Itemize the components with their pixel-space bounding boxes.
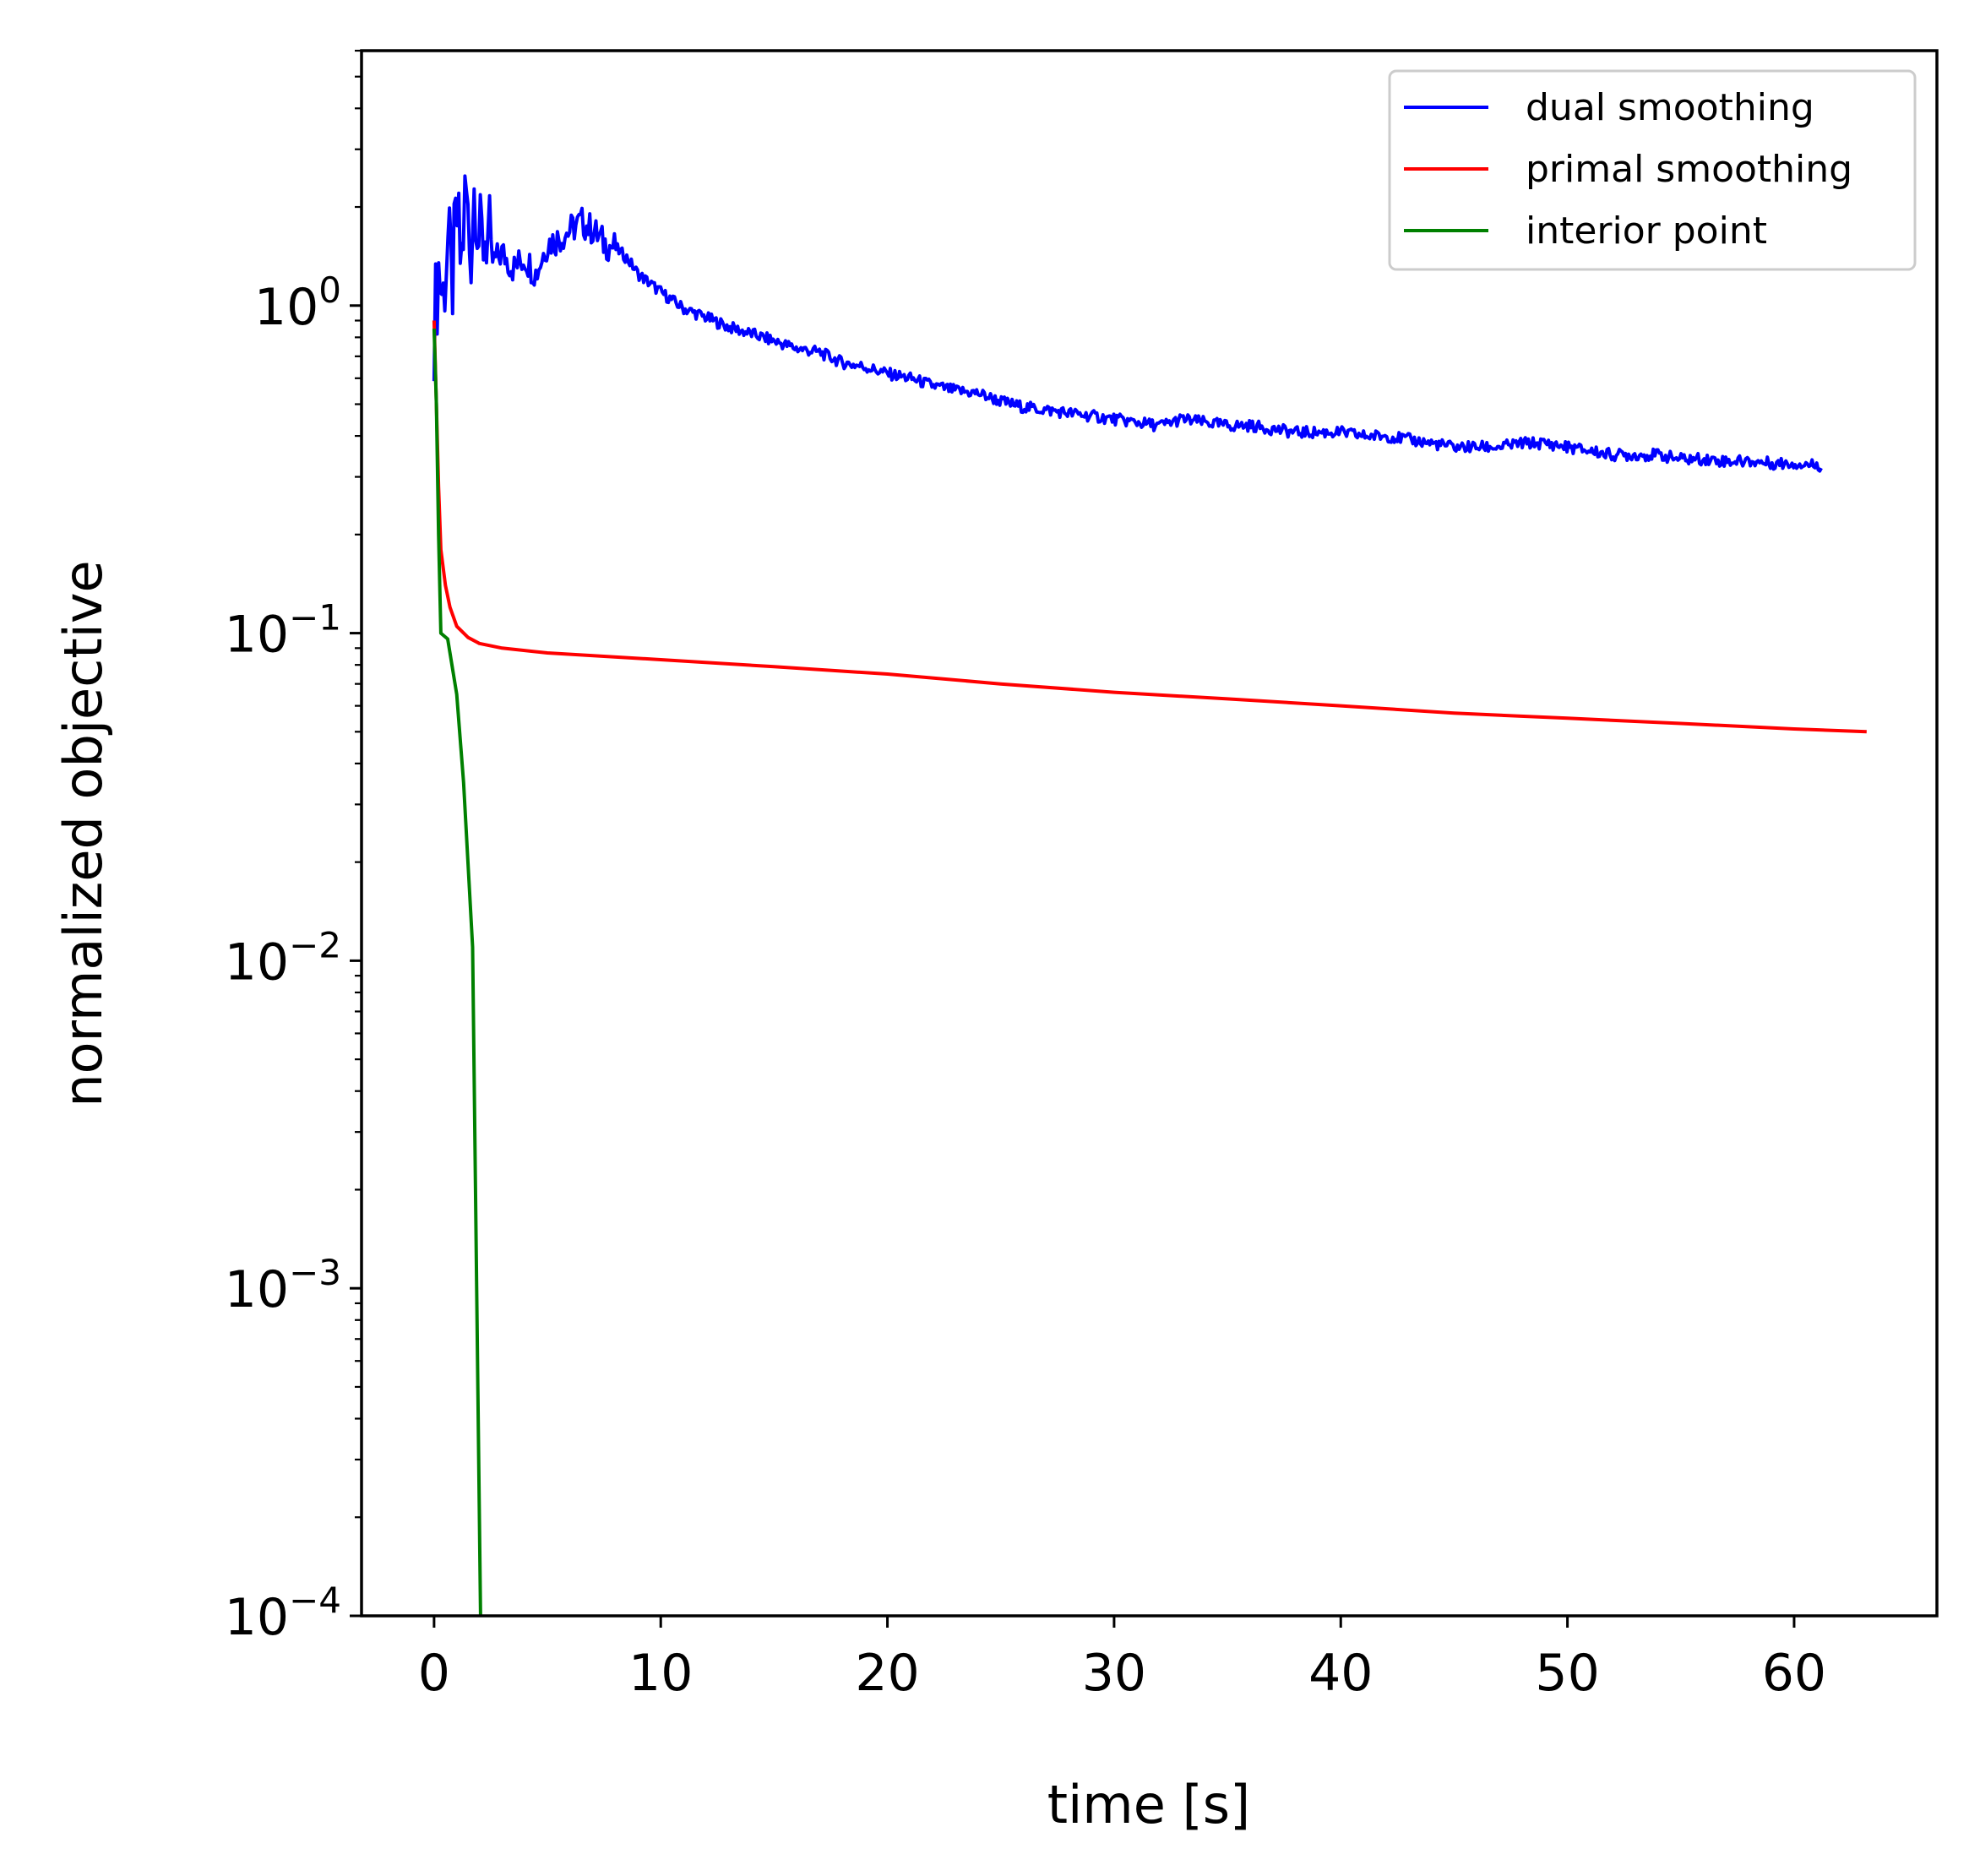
series-layer <box>432 174 1867 1616</box>
x-tick-label: 10 <box>628 1644 693 1703</box>
y-tick-label: 100 <box>254 269 341 337</box>
y-tick-label: 10−3 <box>225 1252 341 1319</box>
y-tick-base: 10 <box>225 933 289 992</box>
y-tick-exponent: −1 <box>289 597 341 639</box>
x-tick-label: 30 <box>1082 1644 1146 1703</box>
x-tick-label: 0 <box>418 1644 450 1703</box>
legend-label: primal smoothing <box>1526 148 1852 191</box>
plot-frame <box>360 49 1939 1618</box>
y-tick-base: 10 <box>225 1588 289 1647</box>
legend-box <box>1388 69 1917 271</box>
y-tick-base: 10 <box>225 1260 289 1319</box>
series-line-interior-point <box>432 329 482 1616</box>
legend-label: interior point <box>1526 209 1767 253</box>
x-tick-label: 20 <box>855 1644 919 1703</box>
y-tick-exponent: −4 <box>289 1580 341 1621</box>
legend-label: dual smoothing <box>1526 86 1814 129</box>
y-tick-label: 10−2 <box>225 924 341 992</box>
y-axis-label: normalized objective <box>52 560 114 1107</box>
y-tick-exponent: −3 <box>289 1252 341 1293</box>
y-tick-base: 10 <box>254 278 318 337</box>
series-line-primal-smoothing <box>432 320 1867 734</box>
y-tick-label: 10−4 <box>225 1580 341 1647</box>
x-tick-label: 60 <box>1762 1644 1826 1703</box>
y-tick-exponent: −2 <box>289 924 341 965</box>
series-line-dual-smoothing <box>432 174 1823 473</box>
x-axis-label: time [s] <box>1047 1774 1250 1835</box>
x-tick-label: 40 <box>1308 1644 1373 1703</box>
y-tick-label: 10−1 <box>225 597 341 665</box>
x-tick-label: 50 <box>1535 1644 1599 1703</box>
legend-entries: dual smoothing primal smoothing interior p… <box>1404 86 1852 253</box>
y-tick-base: 10 <box>225 606 289 665</box>
legend: dual smoothing primal smoothing interior p… <box>1388 69 1917 271</box>
y-tick-exponent: 0 <box>318 269 341 311</box>
